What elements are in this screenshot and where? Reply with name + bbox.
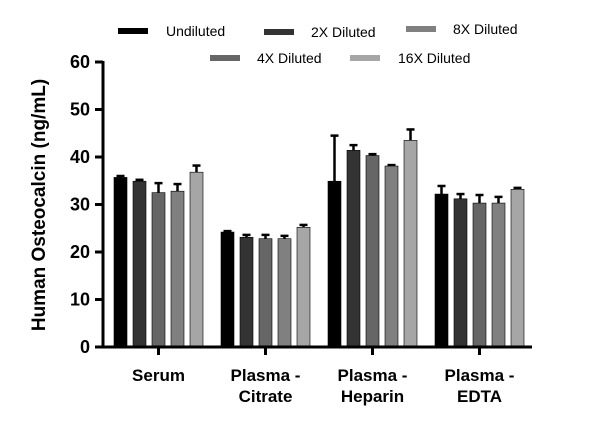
bar (327, 180, 342, 348)
bar (220, 231, 235, 348)
legend-label: 2X Diluted (311, 24, 376, 40)
x-tick-label: Plasma - (445, 366, 515, 385)
legend-label: 16X Diluted (398, 50, 470, 66)
y-tick-label: 60 (70, 52, 90, 72)
x-tick-label: Citrate (239, 387, 293, 406)
bar (510, 189, 525, 348)
bar (113, 177, 128, 348)
y-tick-label: 30 (70, 195, 90, 215)
y-axis-label: Human Osteocalcin (ng/mL) (29, 79, 50, 331)
y-tick-label: 10 (70, 290, 90, 310)
legend-swatch (264, 29, 294, 35)
bar (365, 155, 380, 348)
bar (132, 180, 147, 348)
x-tick-label: Serum (132, 366, 185, 385)
legend-swatch (118, 28, 148, 34)
bar (296, 227, 311, 348)
bar (472, 202, 487, 348)
bar (170, 190, 185, 348)
bar (403, 140, 418, 348)
bar (189, 171, 204, 348)
x-tick-label: Plasma - (338, 366, 408, 385)
legend-swatch (210, 55, 240, 61)
legend-swatch (350, 55, 380, 61)
y-tick-label: 50 (70, 100, 90, 120)
legend-swatch (406, 26, 436, 32)
bar (434, 193, 449, 348)
bar (151, 192, 166, 348)
bars (113, 128, 525, 348)
x-tick-label: Heparin (341, 387, 404, 406)
y-tick-label: 20 (70, 242, 90, 262)
bar (258, 238, 273, 348)
bar (384, 165, 399, 348)
legend-label: 8X Diluted (453, 21, 518, 37)
bar (346, 150, 361, 348)
legend: Undiluted 2X Diluted 4X Diluted 8X Diluted 1… (118, 21, 518, 66)
bar (239, 236, 254, 348)
legend-label: 4X Diluted (257, 50, 322, 66)
y-tick-label: 40 (70, 147, 90, 167)
y-tick-label: 0 (80, 337, 90, 357)
x-tick-label: EDTA (457, 387, 502, 406)
axes: 0 10 20 30 40 50 60 Serum Plasma - Citrate Plasma … (70, 52, 532, 406)
bar (453, 198, 468, 348)
bar (277, 238, 292, 348)
x-tick-label: Plasma - (231, 366, 301, 385)
bar (491, 202, 506, 348)
legend-label: Undiluted (166, 23, 225, 39)
